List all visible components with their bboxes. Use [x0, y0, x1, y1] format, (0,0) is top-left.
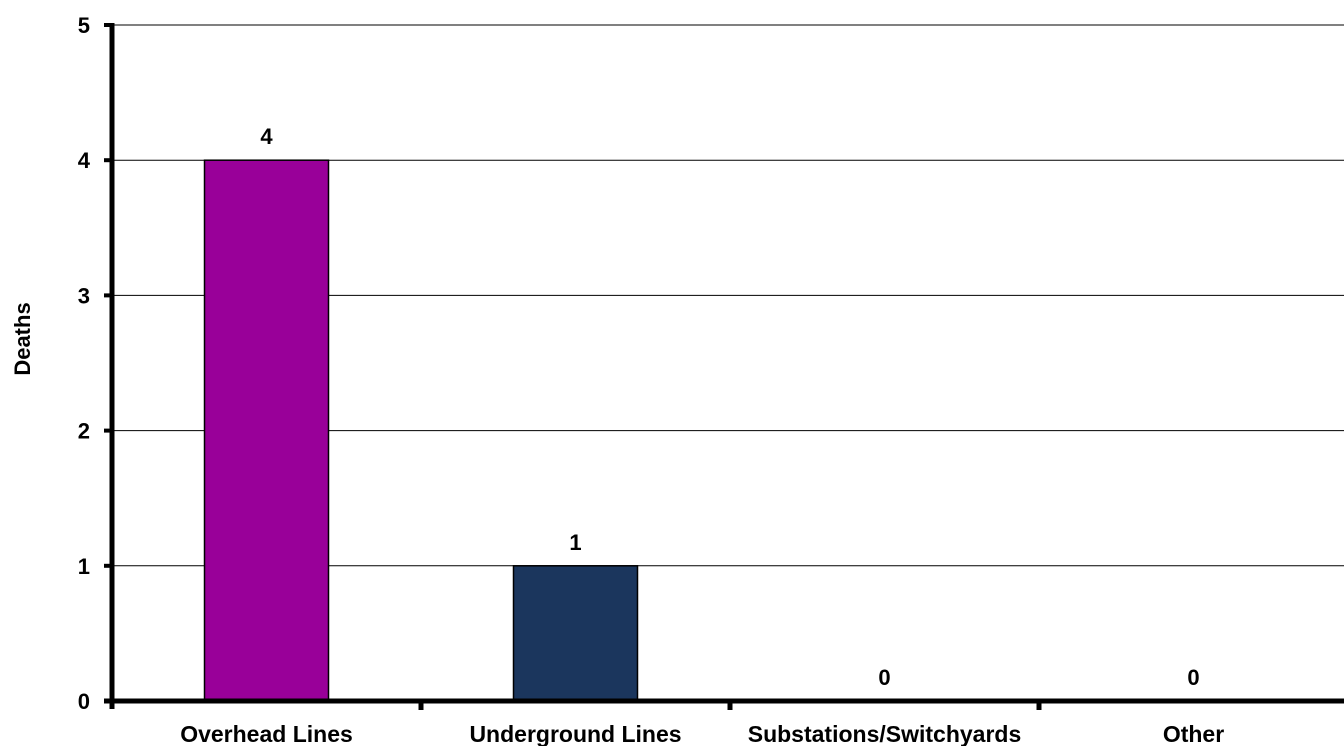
x-category-label: Other: [1163, 721, 1224, 746]
x-category-label: Overhead Lines: [180, 721, 353, 746]
y-tick-label: 4: [78, 148, 91, 173]
data-label: 1: [569, 530, 581, 555]
y-tick-label: 3: [78, 283, 90, 308]
y-tick-label: 1: [78, 554, 90, 579]
data-label: 0: [878, 665, 890, 690]
y-tick-label: 5: [78, 13, 90, 38]
x-category-labels: Overhead Lines Underground Lines Substatio…: [180, 721, 1224, 746]
bar: [203, 159, 330, 702]
data-labels: 4 1 0 0: [260, 124, 1199, 690]
y-axis-title: Deaths: [10, 302, 35, 375]
data-label: 0: [1187, 665, 1199, 690]
bars: [203, 159, 639, 702]
y-tick-label: 0: [78, 689, 90, 714]
x-category-label: Underground Lines: [469, 721, 681, 746]
x-category-label: Substations/Switchyards: [748, 721, 1022, 746]
axes: [104, 23, 1344, 710]
data-label: 4: [260, 124, 273, 149]
y-tick-labels: 0 1 2 3 4 5: [78, 13, 91, 714]
y-tick-label: 2: [78, 419, 90, 444]
bar: [512, 565, 639, 702]
